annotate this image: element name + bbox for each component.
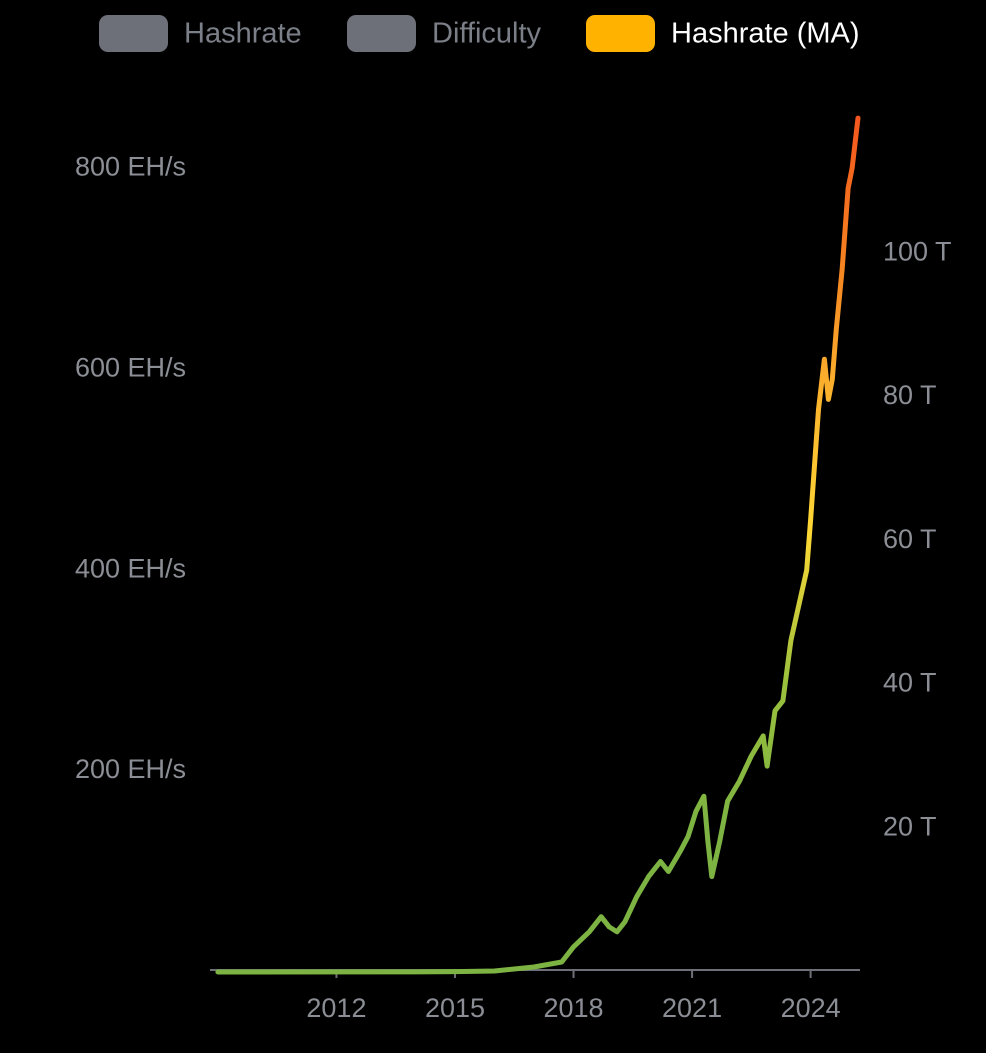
legend-label[interactable]: Difficulty <box>432 18 542 50</box>
legend-swatch[interactable] <box>347 15 416 52</box>
y2-tick-label: 20 T <box>883 811 937 841</box>
x-tick-label: 2018 <box>543 993 603 1023</box>
y-tick-label: 200 EH/s <box>75 754 186 784</box>
y-tick-label: 600 EH/s <box>75 352 186 382</box>
x-tick-label: 2012 <box>306 993 366 1023</box>
y2-tick-label: 60 T <box>883 524 937 554</box>
hashrate-line <box>215 115 861 975</box>
x-tick-label: 2015 <box>425 993 485 1023</box>
y-tick-label: 400 EH/s <box>75 553 186 583</box>
legend-label[interactable]: Hashrate (MA) <box>671 18 860 50</box>
x-tick-label: 2024 <box>781 993 841 1023</box>
legend-swatch[interactable] <box>586 15 655 52</box>
y-tick-label: 800 EH/s <box>75 151 186 181</box>
legend-label[interactable]: Hashrate <box>184 18 302 50</box>
y2-tick-label: 100 T <box>883 236 952 266</box>
y2-tick-label: 40 T <box>883 668 937 698</box>
legend-swatch[interactable] <box>99 15 168 52</box>
x-tick-label: 2021 <box>662 993 722 1023</box>
y2-tick-label: 80 T <box>883 380 937 410</box>
